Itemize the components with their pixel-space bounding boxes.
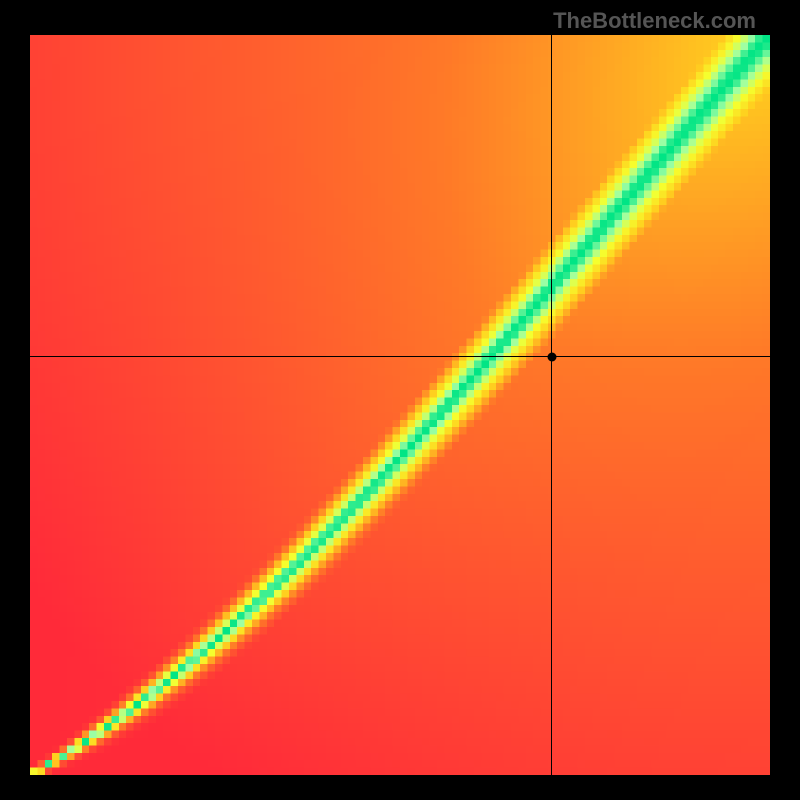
crosshair-marker-dot [547,352,556,361]
chart-container: TheBottleneck.com [0,0,800,800]
watermark-label: TheBottleneck.com [553,8,756,34]
bottleneck-heatmap [30,35,770,775]
crosshair-horizontal-line [30,356,770,357]
crosshair-vertical-line [551,35,552,775]
